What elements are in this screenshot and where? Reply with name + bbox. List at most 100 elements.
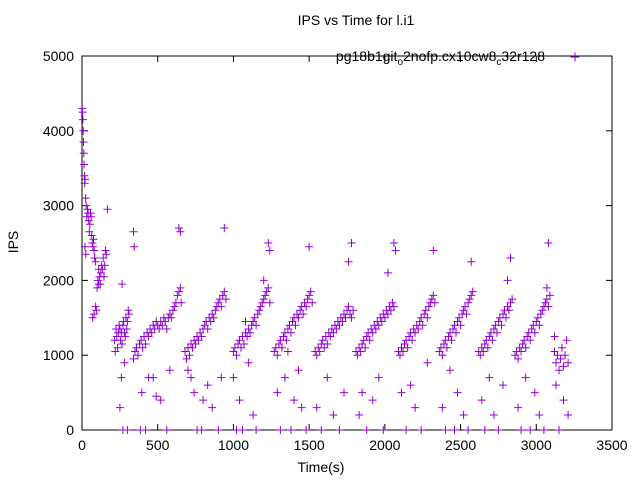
data-point <box>517 347 526 356</box>
data-point <box>494 426 503 434</box>
data-point <box>187 373 195 382</box>
data-point <box>530 328 539 337</box>
data-point <box>558 343 566 352</box>
data-point <box>556 354 565 363</box>
data-point <box>214 426 223 434</box>
data-point <box>90 310 99 319</box>
chart-title: IPS vs Time for l.i1 <box>298 12 415 28</box>
data-point <box>277 343 286 352</box>
data-point <box>199 396 208 405</box>
data-point <box>265 298 274 307</box>
data-point <box>414 325 423 333</box>
x-tick-label: 1000 <box>218 437 249 453</box>
data-point <box>402 426 411 434</box>
data-point <box>121 332 130 341</box>
data-point <box>447 336 456 345</box>
y-tick-label: 5000 <box>43 48 74 64</box>
data-point <box>137 388 146 397</box>
data-point <box>418 321 427 330</box>
data-point <box>283 347 292 356</box>
data-point <box>535 411 544 419</box>
data-point <box>521 343 530 352</box>
data-point <box>388 298 397 307</box>
data-point <box>502 313 510 322</box>
data-point <box>545 291 554 300</box>
x-tick-label: 0 <box>78 437 86 453</box>
data-point <box>124 310 133 319</box>
data-point <box>468 287 477 296</box>
data-point <box>526 336 535 345</box>
data-point <box>102 250 111 259</box>
data-point <box>165 366 174 375</box>
data-point <box>100 272 108 281</box>
data-point <box>508 295 517 304</box>
data-point <box>197 426 206 434</box>
data-point <box>190 388 199 397</box>
data-point <box>506 254 515 262</box>
data-point <box>282 336 291 345</box>
x-axis-label: Time(s) <box>298 459 345 475</box>
data-point <box>252 426 261 434</box>
data-point <box>306 287 315 296</box>
data-point <box>118 280 127 289</box>
data-point <box>530 388 539 397</box>
data-point <box>294 366 303 375</box>
data-point <box>323 340 332 348</box>
data-point <box>81 242 89 251</box>
data-point <box>112 332 121 341</box>
data-point <box>91 302 100 311</box>
data-point <box>174 287 183 296</box>
data-point <box>538 306 547 315</box>
data-point <box>397 388 406 397</box>
data-point <box>113 343 122 352</box>
data-point <box>115 403 124 412</box>
data-point <box>329 411 338 419</box>
data-point <box>235 396 244 405</box>
data-point <box>123 317 132 326</box>
data-point <box>244 358 253 367</box>
data-point <box>517 426 526 434</box>
data-point <box>220 287 229 296</box>
data-point <box>82 201 91 210</box>
data-point <box>79 126 88 135</box>
y-axis-label: IPS <box>5 231 21 254</box>
data-point <box>120 358 129 367</box>
data-point <box>459 411 468 419</box>
data-point <box>555 366 563 375</box>
data-point <box>423 313 432 322</box>
data-point <box>258 298 267 307</box>
data-point <box>197 332 206 341</box>
data-point <box>559 396 568 405</box>
data-point <box>152 392 161 401</box>
data-point <box>429 291 438 300</box>
data-point <box>276 426 285 434</box>
data-point <box>335 426 344 434</box>
data-point <box>441 426 450 434</box>
data-point <box>87 231 96 240</box>
data-point <box>168 306 177 315</box>
data-point <box>252 321 261 330</box>
data-point <box>229 373 238 382</box>
data-point <box>505 306 513 315</box>
data-point <box>265 246 274 255</box>
data-point <box>299 310 308 319</box>
data-point <box>290 396 298 405</box>
data-point <box>78 115 87 124</box>
data-point <box>217 302 226 311</box>
y-tick-label: 1000 <box>43 347 74 363</box>
data-point <box>130 242 139 251</box>
data-point <box>208 403 217 412</box>
data-point <box>361 343 370 352</box>
data-point <box>544 239 553 247</box>
data-point <box>302 302 311 311</box>
data-point <box>291 321 300 330</box>
data-point <box>185 351 194 360</box>
data-point <box>262 287 271 296</box>
data-point <box>467 291 476 300</box>
data-point <box>492 328 501 337</box>
x-tick-label: 2000 <box>369 437 400 453</box>
data-point <box>184 366 192 375</box>
x-tick-label: 3500 <box>596 437 627 453</box>
data-point <box>261 291 270 300</box>
data-point <box>399 347 407 356</box>
